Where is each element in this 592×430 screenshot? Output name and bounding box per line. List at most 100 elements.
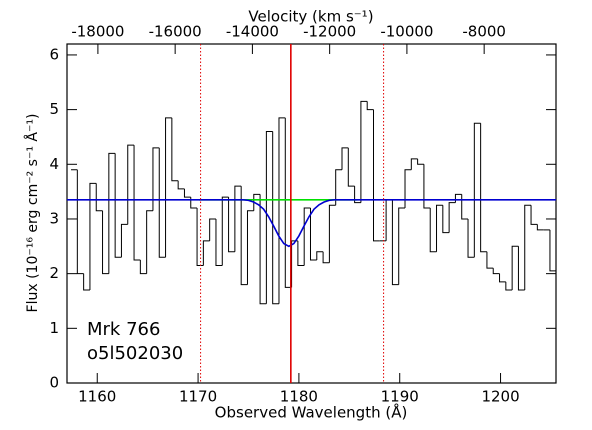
y-tick-label: 6 — [49, 45, 59, 63]
flux-step — [297, 240, 305, 266]
flux-step — [272, 131, 279, 305]
flux-step — [215, 218, 223, 266]
flux-step — [486, 251, 494, 269]
flux-step — [354, 186, 361, 204]
flux-step — [120, 223, 128, 258]
flux-step — [114, 153, 122, 258]
y-tick-label: 2 — [49, 264, 59, 282]
top-tick-label: -12000 — [303, 23, 356, 41]
flux-step — [505, 281, 513, 291]
flux-step — [404, 169, 412, 209]
y-tick-label: 0 — [49, 374, 59, 392]
flux-step — [190, 197, 198, 209]
flux-step — [95, 183, 103, 212]
flux-step — [328, 204, 336, 263]
flux-step — [417, 158, 424, 165]
flux-step — [385, 199, 393, 241]
flux-step — [240, 186, 248, 286]
flux-step — [152, 147, 160, 211]
flux-step — [423, 164, 431, 209]
flux-step — [158, 147, 166, 258]
flux-step — [76, 169, 84, 275]
flux-step — [177, 180, 185, 190]
flux-step — [492, 268, 500, 275]
y-tick-label: 1 — [49, 319, 59, 337]
y-tick-label: 4 — [49, 155, 59, 173]
flux-step — [341, 147, 349, 170]
flux-step — [473, 122, 481, 258]
flux-step — [524, 204, 532, 291]
flux-step — [436, 204, 443, 252]
flux-step — [499, 273, 506, 283]
x-tick-label: 1160 — [78, 388, 116, 406]
top-tick-label: -10000 — [380, 23, 433, 41]
x-tick-label: 1190 — [381, 388, 419, 406]
flux-step — [303, 207, 311, 266]
flux-step — [202, 240, 210, 266]
flux-step — [322, 251, 330, 264]
flux-step — [366, 101, 374, 111]
flux-step — [373, 109, 380, 242]
flux-step — [278, 117, 286, 304]
flux-step — [171, 117, 179, 182]
flux-step — [127, 144, 135, 225]
flux-step — [146, 210, 153, 274]
flux-step — [398, 207, 406, 285]
top-tick-label: -8000 — [462, 23, 506, 41]
flux-step — [139, 259, 147, 275]
flux-step — [83, 273, 90, 291]
flux-step — [549, 229, 556, 272]
flux-step — [480, 123, 487, 253]
flux-step — [196, 208, 204, 266]
x-tick-label: 1180 — [280, 388, 318, 406]
flux-step — [259, 194, 267, 305]
annotation: o5l502030 — [87, 343, 183, 364]
flux-step — [536, 224, 544, 231]
y-tick-label: 5 — [49, 100, 59, 118]
flux-step — [391, 199, 399, 286]
flux-step — [461, 194, 469, 220]
top-tick-label: -18000 — [71, 23, 124, 41]
flux-step — [442, 205, 450, 234]
top-axis-label: Velocity (km s⁻¹) — [248, 8, 373, 26]
flux-step — [517, 246, 525, 291]
flux-step — [209, 218, 216, 241]
flux-step — [530, 205, 538, 225]
flux-step — [291, 240, 298, 288]
x-axis-label: Observed Wavelength (Å) — [215, 403, 408, 422]
flux-step — [284, 117, 292, 288]
flux-step — [410, 158, 418, 170]
flux-step — [360, 100, 368, 203]
plot-frame — [66, 43, 557, 384]
flux-step — [221, 196, 229, 266]
top-tick-label: -16000 — [149, 23, 202, 41]
flux-step — [454, 193, 462, 203]
flux-step — [429, 208, 437, 253]
flux-step — [228, 197, 235, 253]
top-tick-label: -14000 — [226, 23, 279, 41]
flux-step — [347, 147, 355, 187]
flux-step — [448, 202, 456, 233]
flux-step — [108, 152, 116, 274]
flux-step — [234, 185, 242, 252]
model-line — [67, 199, 556, 248]
flux-step — [133, 145, 141, 261]
flux-step — [309, 208, 317, 261]
flux-step — [246, 210, 254, 285]
annotation: Mrk 766 — [87, 319, 160, 340]
x-tick-label: 1200 — [481, 388, 519, 406]
flux-step — [265, 130, 273, 304]
flux-step — [183, 188, 191, 198]
flux-step — [253, 193, 261, 211]
flux-step — [165, 117, 172, 258]
flux-step — [467, 218, 475, 258]
flux-step — [89, 182, 97, 291]
y-tick-label: 3 — [49, 209, 59, 227]
y-axis-label: Flux (10⁻¹⁶ erg cm⁻² s⁻¹ Å⁻¹) — [24, 114, 41, 313]
flux-step — [102, 210, 109, 275]
flux-step — [511, 245, 519, 291]
flux-step — [316, 251, 324, 260]
x-tick-label: 1170 — [179, 388, 217, 406]
flux-step — [335, 169, 342, 206]
